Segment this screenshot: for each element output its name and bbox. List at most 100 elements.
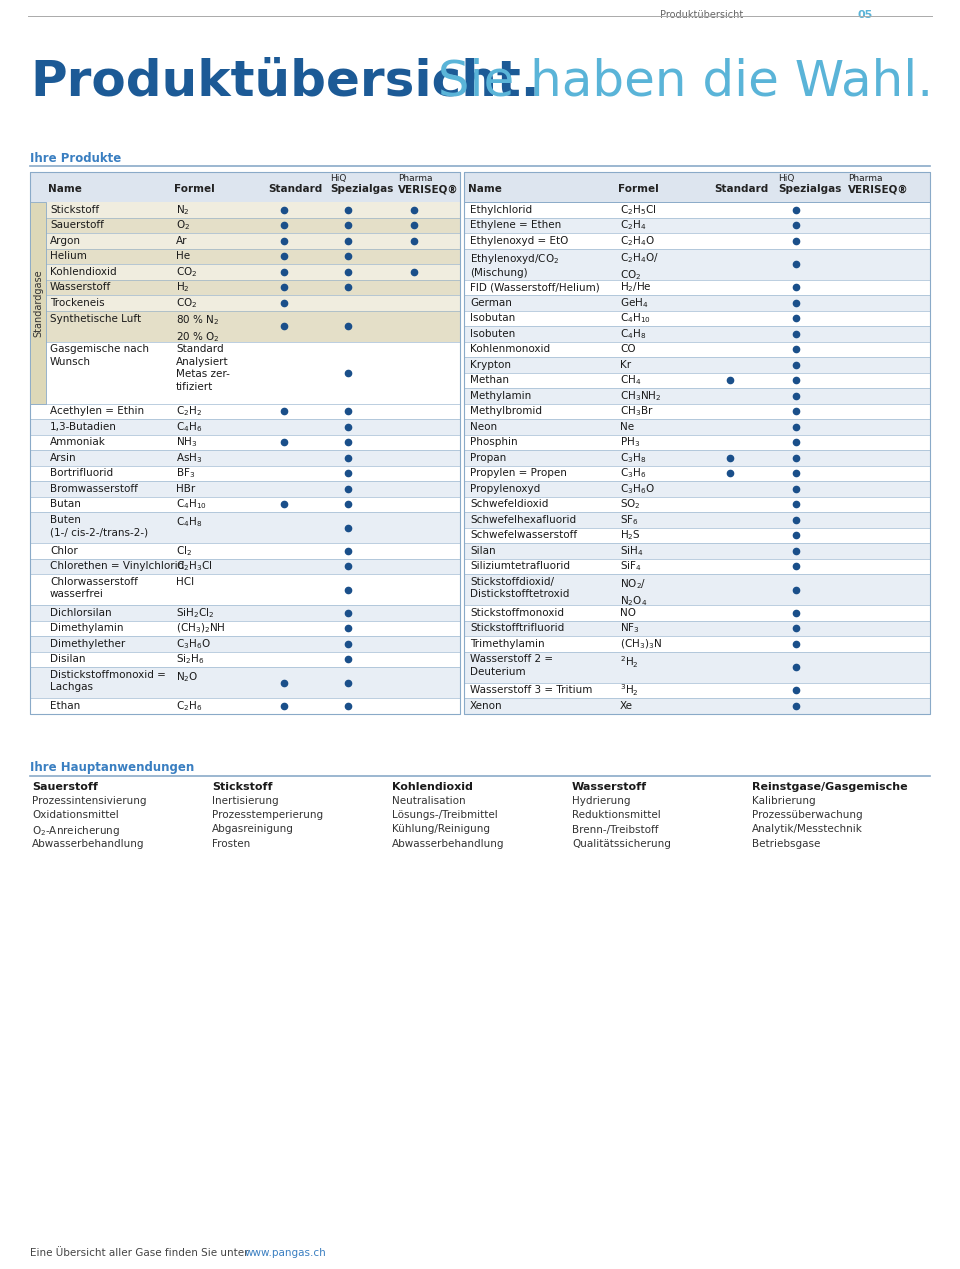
Bar	[30, 217, 460, 233]
Text: C$_3$H$_8$: C$_3$H$_8$	[620, 450, 646, 464]
Bar	[30, 636, 460, 651]
Text: Brenn-/Treibstoff: Brenn-/Treibstoff	[572, 825, 659, 835]
Text: C$_3$H$_6$O: C$_3$H$_6$O	[176, 637, 211, 651]
Text: Abwasserbehandlung: Abwasserbehandlung	[392, 839, 505, 849]
Text: Siliziumtetrafluorid: Siliziumtetrafluorid	[470, 561, 570, 571]
Text: Dimethylether: Dimethylether	[50, 638, 125, 648]
Text: Cl$_2$: Cl$_2$	[176, 544, 192, 557]
Text: $^2$H$_2$: $^2$H$_2$	[620, 655, 638, 670]
Text: C$_3$H$_6$O: C$_3$H$_6$O	[620, 482, 655, 496]
Text: Kalibrierung: Kalibrierung	[752, 796, 816, 806]
Text: Neutralisation: Neutralisation	[392, 796, 466, 806]
Bar	[464, 543, 930, 558]
Text: Sauerstoff: Sauerstoff	[50, 221, 104, 230]
Text: Formel: Formel	[174, 184, 215, 194]
Text: Inertisierung: Inertisierung	[212, 796, 278, 806]
Text: Ethylchlorid: Ethylchlorid	[470, 204, 532, 214]
Text: Isobuten: Isobuten	[470, 329, 516, 339]
Text: Schwefelhexafluorid: Schwefelhexafluorid	[470, 515, 576, 525]
Text: Isobutan: Isobutan	[470, 313, 516, 324]
Text: Ammoniak: Ammoniak	[50, 438, 106, 447]
Text: Chlor: Chlor	[50, 546, 78, 556]
Text: Ethylene = Ethen: Ethylene = Ethen	[470, 221, 562, 230]
Text: Neon: Neon	[470, 421, 497, 431]
Text: C$_2$H$_3$Cl: C$_2$H$_3$Cl	[176, 560, 212, 574]
Text: N$_2$: N$_2$	[176, 203, 190, 217]
Text: Wasserstoff 3 = Tritium: Wasserstoff 3 = Tritium	[470, 685, 592, 695]
Text: Standard: Standard	[268, 184, 323, 194]
Text: Schwefeldioxid: Schwefeldioxid	[470, 499, 548, 509]
Text: Kohlenmonoxid: Kohlenmonoxid	[470, 344, 550, 354]
Text: NO$_2$/
N$_2$O$_4$: NO$_2$/ N$_2$O$_4$	[620, 577, 647, 608]
Text: Betriebsgase: Betriebsgase	[752, 839, 821, 849]
Text: H$_2$: H$_2$	[176, 280, 190, 294]
Text: Kohlendioxid: Kohlendioxid	[392, 782, 473, 792]
Text: He: He	[176, 251, 190, 261]
Text: Stickstoffdioxid/
Distickstofftetroxid: Stickstoffdioxid/ Distickstofftetroxid	[470, 577, 569, 599]
Text: N$_2$O: N$_2$O	[176, 670, 199, 684]
Text: Stickstoff: Stickstoff	[212, 782, 273, 792]
Text: Wasserstoff: Wasserstoff	[50, 282, 111, 292]
Text: PH$_3$: PH$_3$	[620, 435, 640, 449]
Text: Disilan: Disilan	[50, 655, 85, 664]
Bar	[30, 173, 460, 713]
Text: Prozessüberwachung: Prozessüberwachung	[752, 810, 863, 820]
Text: Ihre Hauptanwendungen: Ihre Hauptanwendungen	[30, 761, 194, 774]
Bar	[464, 574, 930, 605]
Bar	[464, 388, 930, 404]
Text: Ethylenoxyd = EtO: Ethylenoxyd = EtO	[470, 236, 568, 246]
Bar	[30, 511, 460, 543]
Text: CO$_2$: CO$_2$	[176, 296, 198, 310]
Text: Lösungs-/Treibmittel: Lösungs-/Treibmittel	[392, 810, 497, 820]
Text: $^3$H$_2$: $^3$H$_2$	[620, 683, 638, 698]
Text: Xe: Xe	[620, 700, 633, 711]
Text: Standardgase: Standardgase	[33, 269, 43, 336]
Text: O$_2$-Anreicherung: O$_2$-Anreicherung	[32, 825, 120, 839]
Text: Acethylen = Ethin: Acethylen = Ethin	[50, 406, 144, 416]
Text: Butan: Butan	[50, 499, 81, 509]
Text: Qualitätssicherung: Qualitätssicherung	[572, 839, 671, 849]
Bar	[464, 419, 930, 434]
Text: Stickstoff: Stickstoff	[50, 204, 99, 214]
Bar	[464, 481, 930, 496]
Text: H$_2$S: H$_2$S	[620, 528, 641, 542]
Text: Pharma: Pharma	[398, 174, 433, 183]
Bar	[464, 651, 930, 683]
Text: 1,3-Butadien: 1,3-Butadien	[50, 421, 117, 431]
Bar	[30, 419, 460, 434]
Bar	[464, 621, 930, 636]
Text: Si$_2$H$_6$: Si$_2$H$_6$	[176, 652, 204, 666]
Text: SiF$_4$: SiF$_4$	[620, 560, 641, 574]
Text: Bromwasserstoff: Bromwasserstoff	[50, 483, 138, 494]
Text: Kühlung/Reinigung: Kühlung/Reinigung	[392, 825, 490, 835]
Text: Methylbromid: Methylbromid	[470, 406, 542, 416]
Text: 05: 05	[858, 10, 874, 20]
Bar	[30, 264, 460, 279]
Bar	[464, 217, 930, 233]
Text: Stickstoffmonoxid: Stickstoffmonoxid	[470, 608, 564, 618]
Text: C$_4$H$_{10}$: C$_4$H$_{10}$	[176, 497, 207, 511]
Text: Standard: Standard	[714, 184, 768, 194]
Text: Eine Übersicht aller Gase finden Sie unter: Eine Übersicht aller Gase finden Sie unt…	[30, 1247, 252, 1258]
Bar	[464, 173, 930, 713]
Text: NF$_3$: NF$_3$	[620, 622, 640, 636]
Text: Frosten: Frosten	[212, 839, 251, 849]
Text: CH$_3$NH$_2$: CH$_3$NH$_2$	[620, 388, 661, 402]
Text: C$_4$H$_6$: C$_4$H$_6$	[176, 420, 203, 434]
Bar	[464, 357, 930, 373]
Text: Methan: Methan	[470, 376, 509, 386]
Text: C$_2$H$_4$O/
CO$_2$: C$_2$H$_4$O/ CO$_2$	[620, 251, 659, 282]
Text: HBr: HBr	[176, 483, 195, 494]
Text: Hydrierung: Hydrierung	[572, 796, 631, 806]
Text: Prozessintensivierung: Prozessintensivierung	[32, 796, 147, 806]
Text: Gasgemische nach
Wunsch: Gasgemische nach Wunsch	[50, 344, 149, 367]
Text: Bortrifluorid: Bortrifluorid	[50, 468, 113, 478]
Bar	[30, 605, 460, 621]
Text: Arsin: Arsin	[50, 453, 77, 463]
Text: Stickstofftrifluorid: Stickstofftrifluorid	[470, 623, 564, 633]
Text: Chlorethen = Vinylchlorid: Chlorethen = Vinylchlorid	[50, 561, 184, 571]
Text: Krypton: Krypton	[470, 359, 511, 369]
Text: Schwefelwasserstoff: Schwefelwasserstoff	[470, 530, 577, 541]
Bar	[464, 511, 930, 528]
Text: Argon: Argon	[50, 236, 81, 246]
